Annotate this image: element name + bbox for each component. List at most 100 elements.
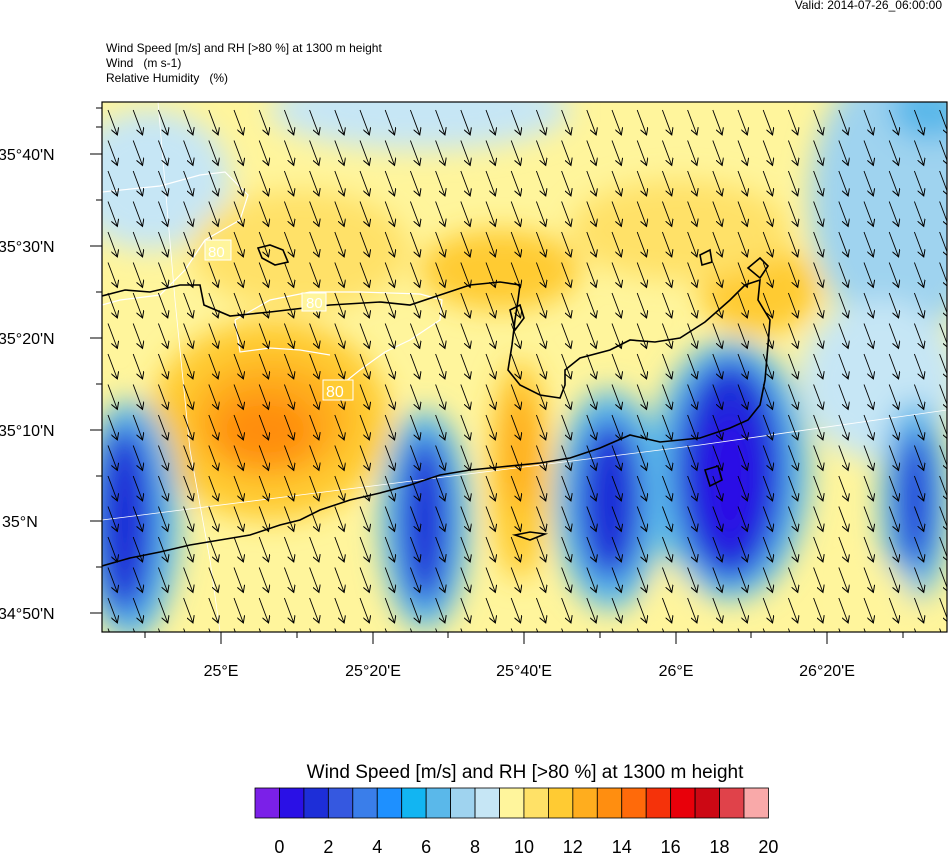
wind-arrow <box>283 597 293 622</box>
wind-arrow <box>510 201 520 226</box>
wind-arrow <box>661 536 671 561</box>
wind-arrow <box>888 292 898 317</box>
wind-arrow <box>132 140 142 165</box>
wind-arrow <box>460 262 470 287</box>
wind-arrow <box>888 536 898 561</box>
wind-arrow <box>687 109 697 134</box>
colorbar-title: Wind Speed [m/s] and RH [>80 %] at 1300 … <box>306 762 744 783</box>
wind-arrow <box>460 292 470 317</box>
wind-arrow <box>939 506 947 531</box>
wind-arrow <box>258 109 268 134</box>
wind-arrow <box>334 597 344 622</box>
wind-arrow <box>359 597 369 622</box>
wind-arrow <box>888 475 898 500</box>
wind-arrow <box>561 140 571 165</box>
wind-arrow <box>661 567 671 592</box>
wind-arrow <box>561 292 571 317</box>
rh-contour-labels: 80 80 80 <box>204 239 354 401</box>
wind-arrow <box>687 353 697 378</box>
wind-arrow <box>913 536 923 561</box>
colorbar-swatch <box>401 787 427 819</box>
wind-arrow <box>258 140 268 165</box>
wind-arrow <box>737 353 747 378</box>
wind-arrow <box>586 536 596 561</box>
wind-arrow <box>535 506 545 531</box>
wind-arrow <box>561 262 571 287</box>
wind-arrow <box>359 414 369 439</box>
wind-arrow <box>838 262 848 287</box>
lon-axis: 25°E 25°20'E 25°40'E 26°E 26°20'E <box>144 632 904 680</box>
wind-arrow <box>157 201 167 226</box>
wind-arrow <box>888 201 898 226</box>
wind-arrow <box>661 140 671 165</box>
wind-arrow <box>409 567 419 592</box>
wind-arrow <box>787 353 797 378</box>
wind-arrow <box>813 475 823 500</box>
wind-arrow <box>460 201 470 226</box>
wind-arrow <box>485 353 495 378</box>
wind-arrow <box>258 597 268 622</box>
wind-arrow <box>535 170 545 195</box>
wind-arrow <box>309 109 319 134</box>
wind-arrow <box>737 567 747 592</box>
wind-arrow <box>334 353 344 378</box>
wind-arrow <box>485 536 495 561</box>
rh-label-3: 80 <box>326 384 344 401</box>
wind-arrow <box>157 536 167 561</box>
wind-arrow <box>687 445 697 470</box>
wind-arrow <box>586 109 596 134</box>
wind-arrow <box>460 323 470 348</box>
wind-arrow <box>107 262 117 287</box>
wind-arrow <box>762 231 772 256</box>
wind-arrow <box>611 567 621 592</box>
wind-arrow <box>510 262 520 287</box>
wind-arrow <box>813 414 823 439</box>
wind-arrow <box>384 445 394 470</box>
wind-arrow <box>661 475 671 500</box>
wind-arrow <box>132 567 142 592</box>
wind-arrow <box>813 445 823 470</box>
colorbar: 0 2 4 6 8 10 12 14 16 18 20 <box>254 787 778 854</box>
wind-arrow <box>258 384 268 409</box>
lon-label: 26°E <box>659 663 694 680</box>
wind-arrow <box>712 384 722 409</box>
wind-arrow <box>611 292 621 317</box>
rh-label-2: 80 <box>306 295 323 312</box>
wind-arrow <box>611 536 621 561</box>
wind-arrow <box>737 292 747 317</box>
wind-arrow <box>661 384 671 409</box>
wind-arrow <box>183 353 193 378</box>
wind-arrow <box>283 414 293 439</box>
wind-arrow <box>863 292 873 317</box>
wind-arrow <box>712 140 722 165</box>
wind-arrow <box>233 414 243 439</box>
wind-arrow <box>737 536 747 561</box>
wind-arrow <box>283 475 293 500</box>
wind-arrow <box>132 506 142 531</box>
lat-axis: 35°40'N 35°30'N 35°20'N 35°10'N 35°N 34°… <box>0 107 102 623</box>
wind-arrow <box>435 292 445 317</box>
wind-arrow <box>561 567 571 592</box>
colorbar-swatch <box>425 787 451 819</box>
wind-arrow <box>359 506 369 531</box>
wind-arrow <box>208 323 218 348</box>
wind-arrow <box>888 597 898 622</box>
wind-arrow <box>435 262 445 287</box>
wind-arrow <box>460 353 470 378</box>
wind-arrow <box>762 201 772 226</box>
wind-arrow <box>863 597 873 622</box>
wind-arrow <box>132 109 142 134</box>
wind-arrow <box>283 109 293 134</box>
wind-arrow <box>586 170 596 195</box>
wind-arrow <box>107 170 117 195</box>
wind-arrow <box>939 475 947 500</box>
wind-arrow <box>913 475 923 500</box>
wind-arrow <box>384 475 394 500</box>
wind-arrow <box>661 414 671 439</box>
wind-arrow <box>586 292 596 317</box>
wind-arrow <box>939 353 947 378</box>
wind-arrow <box>107 384 117 409</box>
wind-arrow <box>838 414 848 439</box>
wind-arrow <box>913 353 923 378</box>
